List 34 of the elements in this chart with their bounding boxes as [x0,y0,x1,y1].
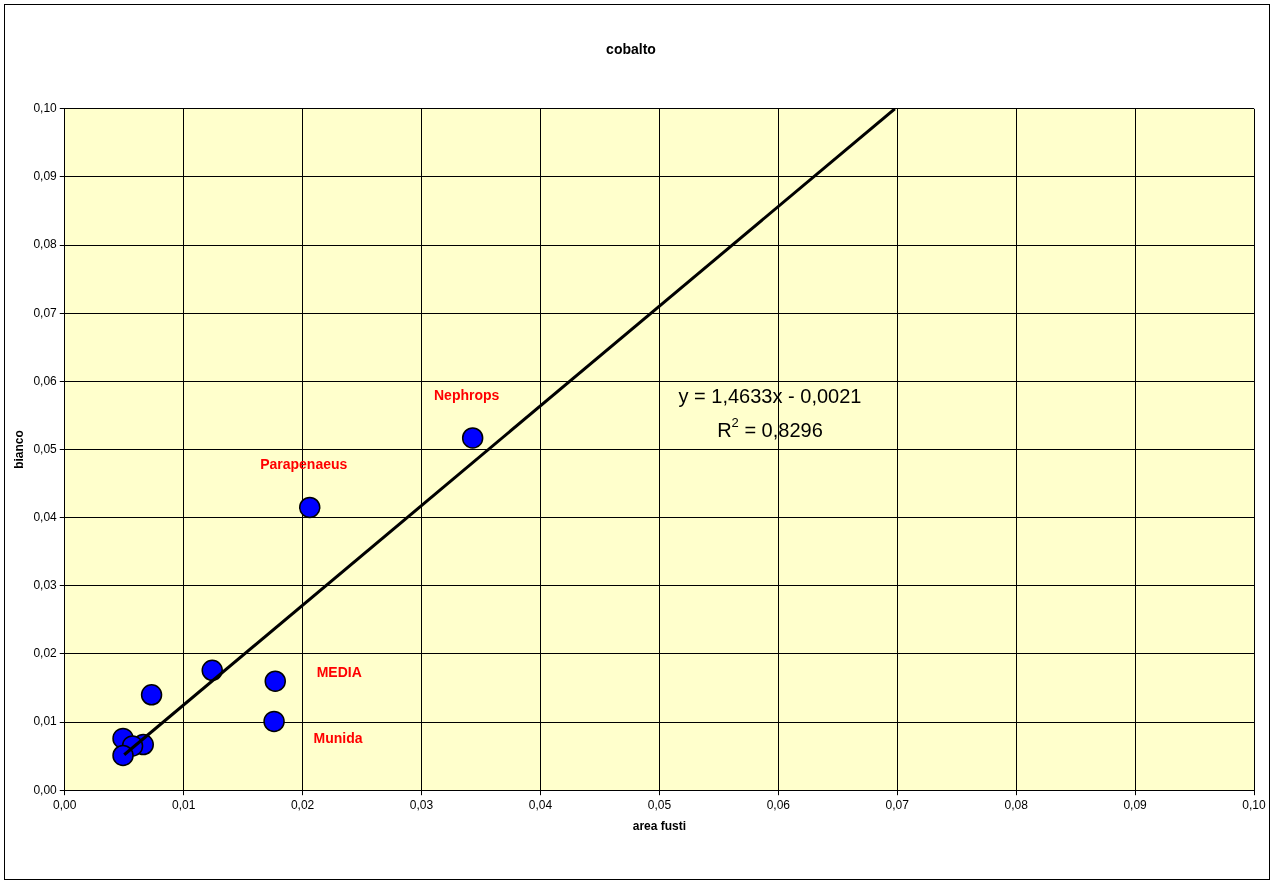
x-tick-label: 0,10 [1242,797,1266,812]
x-tick-label: 0,04 [528,797,553,812]
y-tick-label: 0,03 [33,578,58,593]
point [298,496,321,519]
x-tick-label: 0,08 [1004,797,1029,812]
y-tick-label: 0,06 [33,373,58,388]
point [263,710,285,733]
y-tick-label: 0,00 [33,782,58,797]
y-tick-label: 0,01 [33,714,58,729]
x-tick-label: 0,01 [172,797,196,812]
x-tick-label: 0,02 [290,797,315,812]
point [264,670,286,692]
y-tick-label: 0,08 [33,237,58,252]
y-axis-title: bianco [11,430,26,469]
x-tick-label: 0,05 [647,797,672,812]
x-tick-label: 0,06 [766,797,791,812]
point [461,427,484,449]
x-axis-title: area fusti [632,819,687,834]
annotation: Munida [313,730,363,747]
annotation: MEDIA [316,664,362,681]
chart-title: cobalto [606,41,656,58]
y-tick-label: 0,04 [33,509,58,524]
point [140,684,163,706]
y-tick-label: 0,09 [33,169,58,184]
x-tick-label: 0,09 [1123,797,1148,812]
y-tick-label: 0,10 [33,101,58,116]
x-tick-label: 0,00 [53,797,77,812]
y-tick-label: 0,05 [33,441,58,456]
x-tick-label: 0,07 [885,797,910,812]
annotation: Nephrops [433,386,500,403]
y-tick-label: 0,07 [33,305,58,320]
point [112,744,134,767]
x-tick-label: 0,03 [409,797,434,812]
y-tick-label: 0,02 [33,646,58,661]
